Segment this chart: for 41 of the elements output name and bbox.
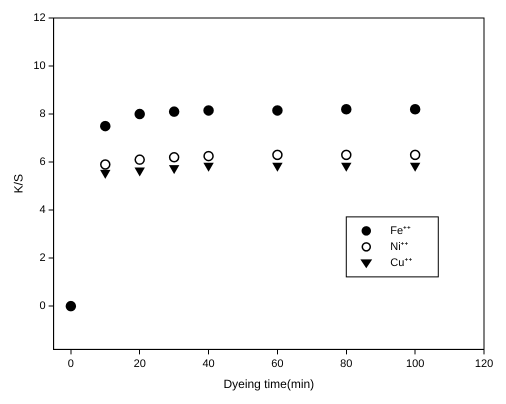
legend-label: Ni⁺⁺: [390, 240, 409, 253]
point: [203, 150, 214, 162]
y-tick-label: 6: [40, 156, 46, 168]
point: [341, 150, 352, 160]
point: [100, 120, 111, 132]
point: [272, 105, 283, 116]
point: [410, 150, 420, 160]
x-axis-title: Dyeing time(min): [223, 377, 314, 392]
y-tick-label: 2: [40, 252, 46, 264]
legend-label: Fe⁺⁺: [390, 224, 412, 237]
x-tick-label: 120: [474, 358, 494, 370]
point: [410, 104, 420, 115]
point: [204, 162, 214, 171]
x-tick-label: 20: [134, 358, 146, 370]
point: [100, 159, 111, 170]
point: [342, 162, 351, 171]
point: [410, 162, 420, 171]
legend-label: Cu⁺⁺: [390, 256, 412, 269]
point: [272, 162, 282, 171]
point: [168, 106, 180, 117]
point: [203, 105, 214, 116]
point: [134, 108, 145, 120]
y-axis-title: K/S: [12, 174, 26, 194]
point: [134, 154, 145, 165]
y-tick-label: 0: [40, 300, 46, 312]
point: [341, 104, 352, 115]
y-tick-label: 12: [33, 12, 46, 24]
point: [168, 152, 180, 163]
point: [272, 150, 283, 160]
point: [66, 300, 76, 312]
x-tick-label: 80: [340, 358, 352, 370]
y-tick-label: 10: [33, 60, 46, 72]
x-tick-label: 60: [271, 358, 284, 370]
y-tick-label: 8: [40, 108, 46, 120]
x-tick-label: 100: [406, 358, 424, 370]
point: [135, 167, 144, 176]
point: [169, 165, 179, 174]
x-tick-label: 40: [202, 358, 215, 370]
x-tick-label: 0: [68, 358, 74, 370]
point: [100, 170, 110, 178]
y-tick-label: 4: [40, 204, 46, 216]
